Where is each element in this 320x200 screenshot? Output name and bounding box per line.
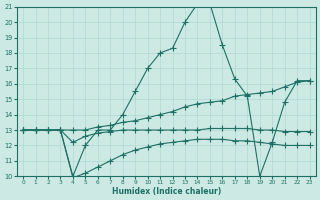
X-axis label: Humidex (Indice chaleur): Humidex (Indice chaleur) xyxy=(112,187,221,196)
